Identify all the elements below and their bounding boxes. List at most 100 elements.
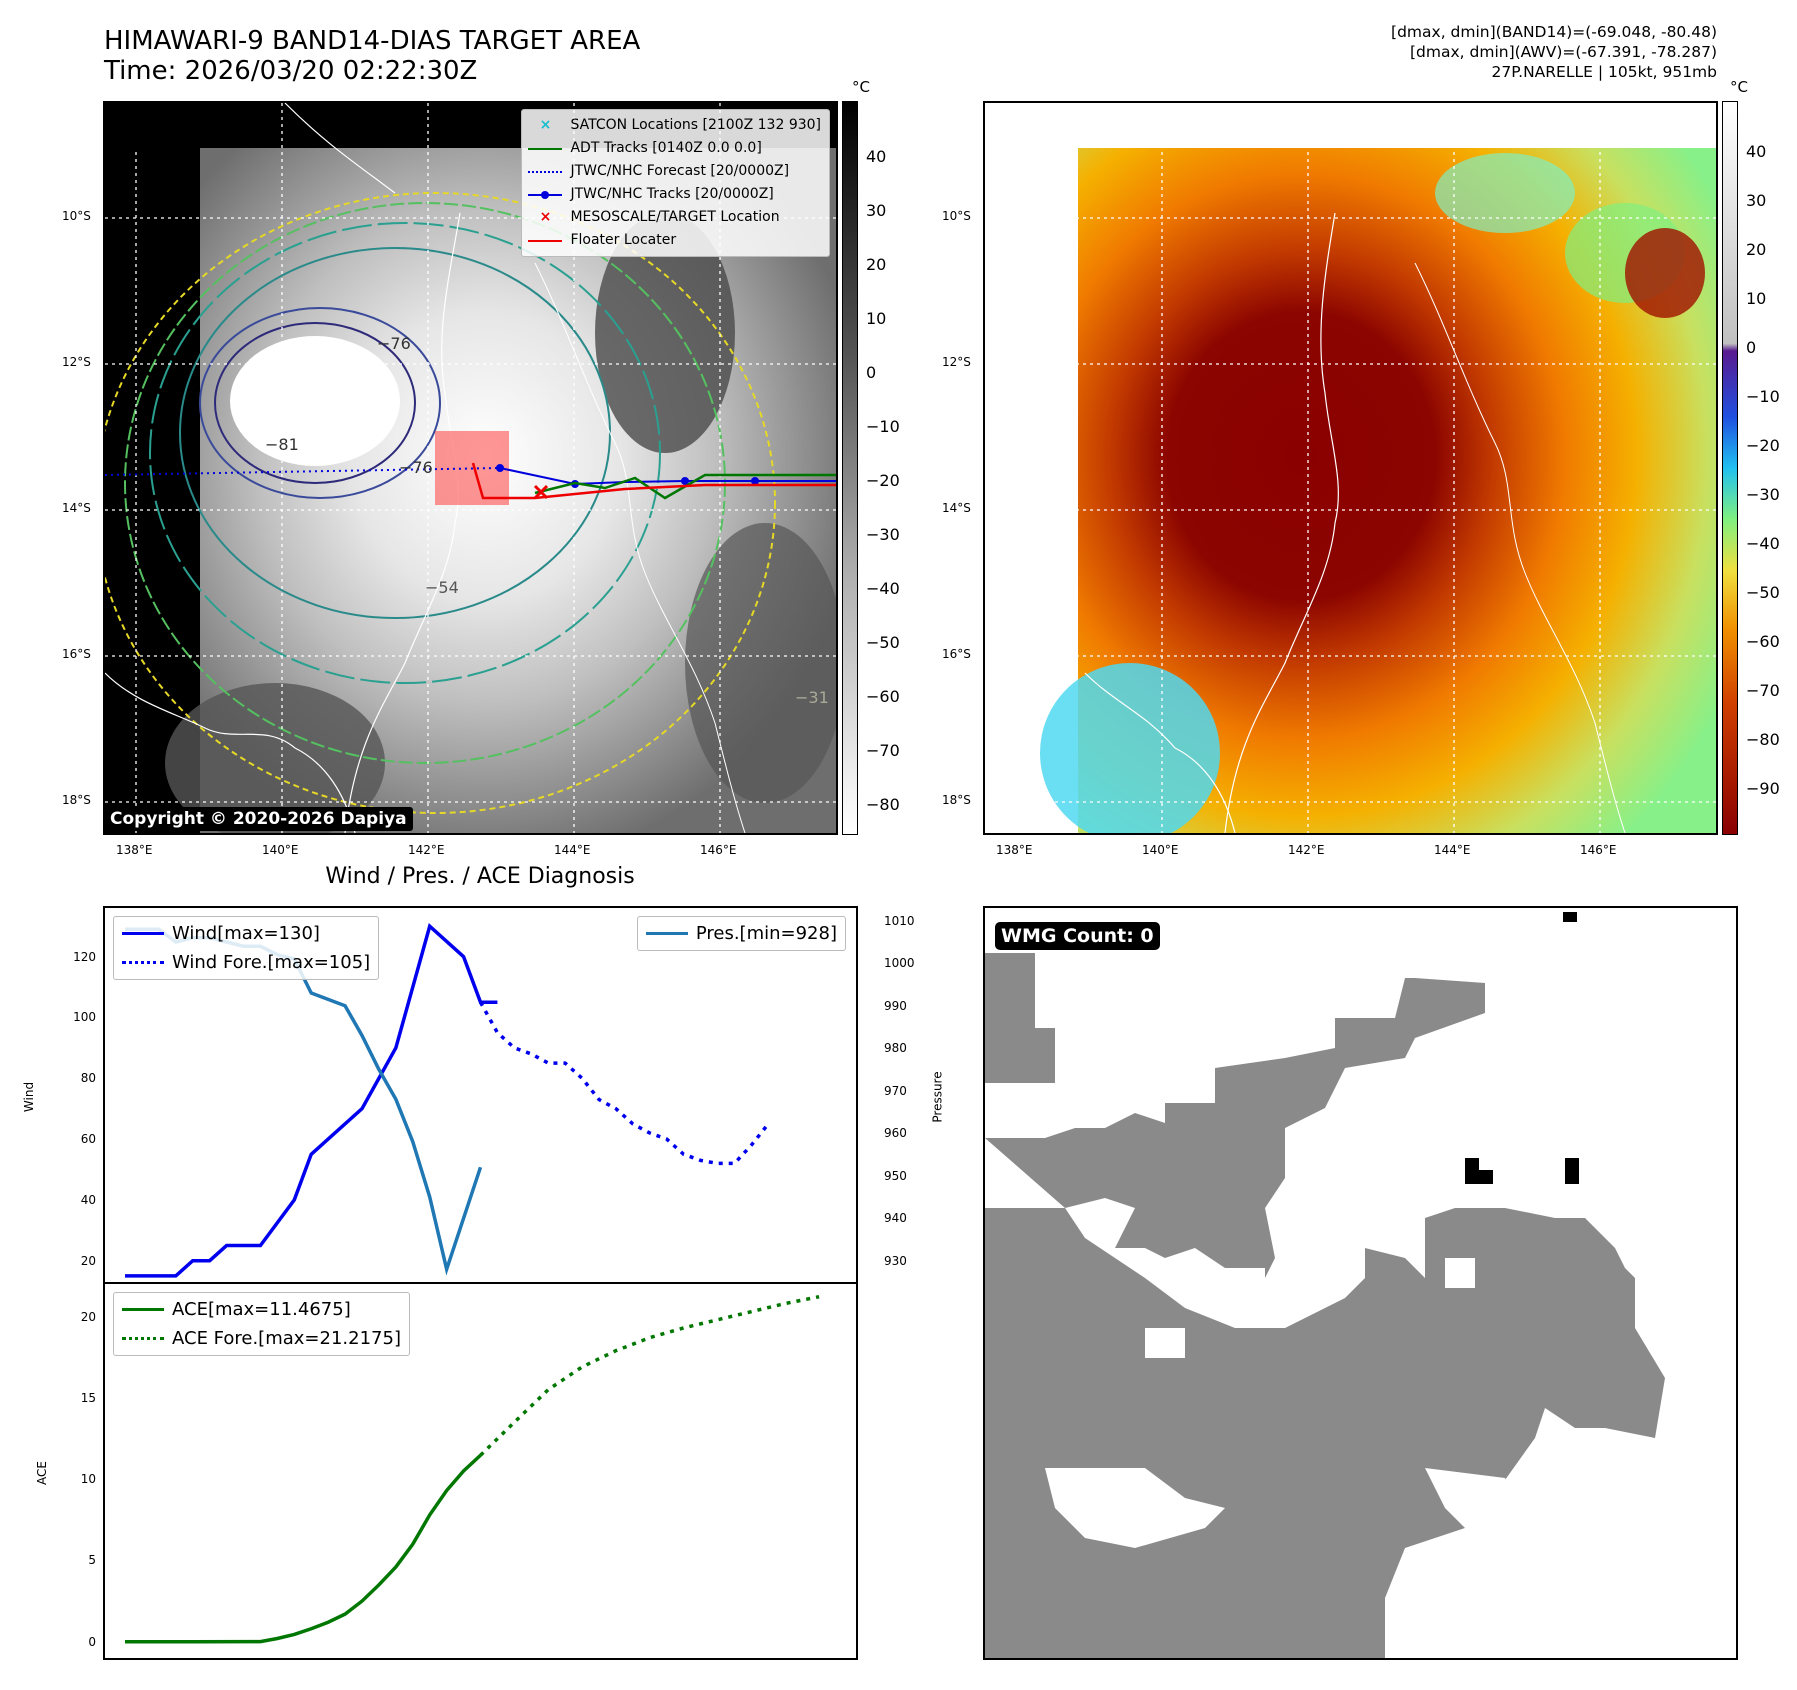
cbar-tick: 0 [866, 363, 877, 382]
cbar-tick: −70 [1746, 681, 1780, 700]
contour-label: −31 [795, 688, 829, 707]
cbar-tick: 30 [866, 201, 887, 220]
title-line-2: Time: 2026/03/20 02:22:30Z [104, 56, 478, 86]
y-tick: 970 [884, 1083, 907, 1098]
x-marker-icon: × [539, 209, 552, 225]
ir-colorbar [842, 101, 858, 835]
y-tick: 20 [80, 1253, 96, 1268]
y-tick: 5 [88, 1553, 96, 1568]
cbar-tick: −30 [866, 525, 900, 544]
lon-tick: 142°E [1288, 843, 1325, 857]
cbar-tick: 30 [1746, 191, 1767, 210]
cbar-tick: −80 [866, 795, 900, 814]
dotted-line-swatch-icon [122, 961, 164, 964]
lat-tick: 18°S [62, 793, 91, 807]
figure-subtitle: [dmax, dmin](BAND14)=(-69.048, -80.48) [… [1391, 22, 1717, 82]
wind-series-1 [478, 1001, 770, 1166]
awv-colorbar-unit: °C [1730, 78, 1748, 96]
y-tick: 1010 [884, 913, 915, 928]
cbar-tick: −90 [1746, 779, 1780, 798]
wind-pressure-panel: Wind[max=130] Wind Fore.[max=105] Pres.[… [103, 906, 858, 1284]
ir-map-panel: −76 −81 −76 −54 −31 × SATCON Locations [2… [103, 101, 838, 835]
ace-legend: ACE[max=11.4675] ACE Fore.[max=21.2175] [113, 1292, 410, 1356]
wind-axis-label: Wind [22, 1081, 37, 1113]
lat-tick: 14°S [62, 501, 91, 515]
dotted-line-swatch-icon [528, 170, 563, 173]
legend-forecast: JTWC/NHC Forecast [20/0000Z] [528, 160, 821, 183]
y-tick: 100 [73, 1010, 96, 1025]
contour-label: −76 [377, 334, 411, 353]
line-swatch-icon [645, 932, 688, 935]
line-swatch-icon [528, 239, 563, 242]
cbar-tick: −10 [1746, 387, 1780, 406]
lon-tick: 140°E [1142, 843, 1179, 857]
ace-panel: ACE[max=11.4675] ACE Fore.[max=21.2175] [103, 1282, 858, 1660]
line-swatch-icon [528, 147, 563, 150]
cbar-tick: −20 [866, 471, 900, 490]
legend-mesoscale: × MESOSCALE/TARGET Location [528, 206, 821, 229]
cbar-tick: −50 [1746, 583, 1780, 602]
lat-tick: 10°S [62, 209, 91, 223]
cbar-tick: −40 [866, 579, 900, 598]
lat-tick: 18°S [942, 793, 971, 807]
contour-label: −54 [425, 578, 459, 597]
y-tick: 960 [884, 1126, 907, 1141]
legend-tracks: JTWC/NHC Tracks [20/0000Z] [528, 183, 821, 206]
cbar-tick: −50 [866, 633, 900, 652]
cbar-tick: −20 [1746, 436, 1780, 455]
y-tick: 990 [884, 998, 907, 1013]
y-tick: 60 [80, 1132, 96, 1147]
x-marker-icon: × [539, 117, 552, 133]
diagnosis-title: Wind / Pres. / ACE Diagnosis [325, 864, 635, 889]
y-tick: 40 [80, 1192, 96, 1207]
ace-plot [125, 1295, 820, 1644]
lon-tick: 144°E [554, 843, 591, 857]
wind-series-0 [125, 923, 498, 1278]
copyright-label: Copyright © 2020-2026 Dapiya [104, 807, 413, 831]
wind-legend: Wind[max=130] Wind Fore.[max=105] [113, 916, 380, 980]
line-swatch-icon [122, 1308, 164, 1311]
y-tick: 940 [884, 1211, 907, 1226]
y-tick: 10 [80, 1472, 96, 1487]
y-tick: 1000 [884, 956, 915, 971]
legend-adt: ADT Tracks [0140Z 0.0 0.0] [528, 137, 821, 160]
cbar-tick: −10 [866, 417, 900, 436]
lat-tick: 16°S [62, 647, 91, 661]
pressure-legend: Pres.[min=928] [636, 916, 846, 951]
ir-colorbar-unit: °C [852, 78, 870, 96]
dot-line-swatch-icon [528, 190, 563, 199]
cbar-tick: 10 [866, 309, 887, 328]
contour-label: −81 [265, 435, 299, 454]
cbar-tick: 20 [866, 255, 887, 274]
lon-tick: 138°E [116, 843, 153, 857]
y-tick: 15 [80, 1390, 96, 1405]
cbar-tick: −80 [1746, 730, 1780, 749]
line-swatch-icon [122, 932, 164, 935]
contour-label: −76 [399, 458, 433, 477]
cbar-tick: 0 [1746, 338, 1757, 357]
pressure-axis-label: Pressure [930, 1071, 945, 1123]
y-tick: 980 [884, 1041, 907, 1056]
lat-tick: 10°S [942, 209, 971, 223]
lon-tick: 142°E [408, 843, 445, 857]
y-tick: 80 [80, 1071, 96, 1086]
figure-title: HIMAWARI-9 BAND14-DIAS TARGET AREA Time:… [104, 26, 640, 86]
lon-tick: 138°E [996, 843, 1033, 857]
legend-ace-forecast: ACE Fore.[max=21.2175] [122, 1324, 401, 1353]
y-tick: 0 [88, 1634, 96, 1649]
pressure-series-0 [125, 927, 483, 1276]
cbar-tick: −60 [866, 687, 900, 706]
cbar-tick: −30 [1746, 485, 1780, 504]
legend-wind-forecast: Wind Fore.[max=105] [122, 948, 370, 977]
lat-tick: 14°S [942, 501, 971, 515]
cbar-tick: −60 [1746, 632, 1780, 651]
lat-tick: 16°S [942, 647, 971, 661]
lon-tick: 140°E [262, 843, 299, 857]
awv-colorbar [1722, 101, 1738, 835]
lon-tick: 144°E [1434, 843, 1471, 857]
storm-info: 27P.NARELLE | 105kt, 951mb [1491, 63, 1718, 81]
awv-imagery [985, 103, 1716, 833]
wmg-mask [985, 912, 1665, 1658]
cbar-tick: −40 [1746, 534, 1780, 553]
awv-range: [dmax, dmin](AWV)=(-67.391, -78.287) [1410, 43, 1717, 61]
